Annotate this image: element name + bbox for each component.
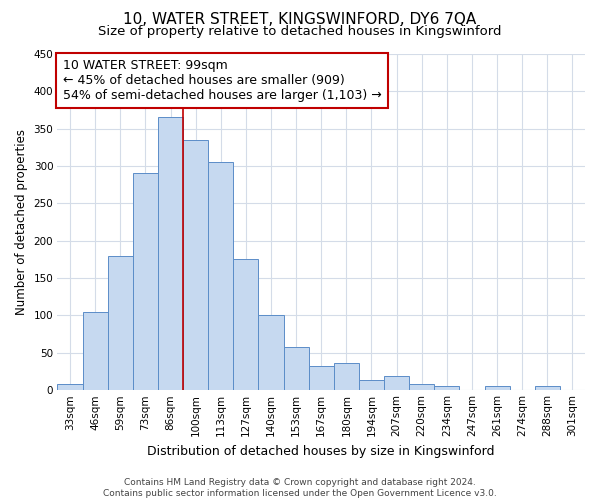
Bar <box>233 260 259 390</box>
Bar <box>133 174 158 390</box>
Bar <box>183 140 208 390</box>
Bar <box>535 386 560 390</box>
Bar <box>409 384 434 390</box>
X-axis label: Distribution of detached houses by size in Kingswinford: Distribution of detached houses by size … <box>148 444 495 458</box>
Bar <box>58 384 83 390</box>
Bar <box>284 348 308 390</box>
Bar <box>334 363 359 390</box>
Bar <box>308 366 334 390</box>
Text: 10 WATER STREET: 99sqm
← 45% of detached houses are smaller (909)
54% of semi-de: 10 WATER STREET: 99sqm ← 45% of detached… <box>63 59 382 102</box>
Bar <box>208 162 233 390</box>
Text: Size of property relative to detached houses in Kingswinford: Size of property relative to detached ho… <box>98 25 502 38</box>
Bar <box>158 118 183 390</box>
Text: 10, WATER STREET, KINGSWINFORD, DY6 7QA: 10, WATER STREET, KINGSWINFORD, DY6 7QA <box>124 12 476 28</box>
Y-axis label: Number of detached properties: Number of detached properties <box>15 129 28 315</box>
Bar <box>259 315 284 390</box>
Text: Contains HM Land Registry data © Crown copyright and database right 2024.
Contai: Contains HM Land Registry data © Crown c… <box>103 478 497 498</box>
Bar <box>384 376 409 390</box>
Bar <box>434 386 460 390</box>
Bar <box>108 256 133 390</box>
Bar <box>83 312 108 390</box>
Bar <box>485 386 509 390</box>
Bar <box>359 380 384 390</box>
